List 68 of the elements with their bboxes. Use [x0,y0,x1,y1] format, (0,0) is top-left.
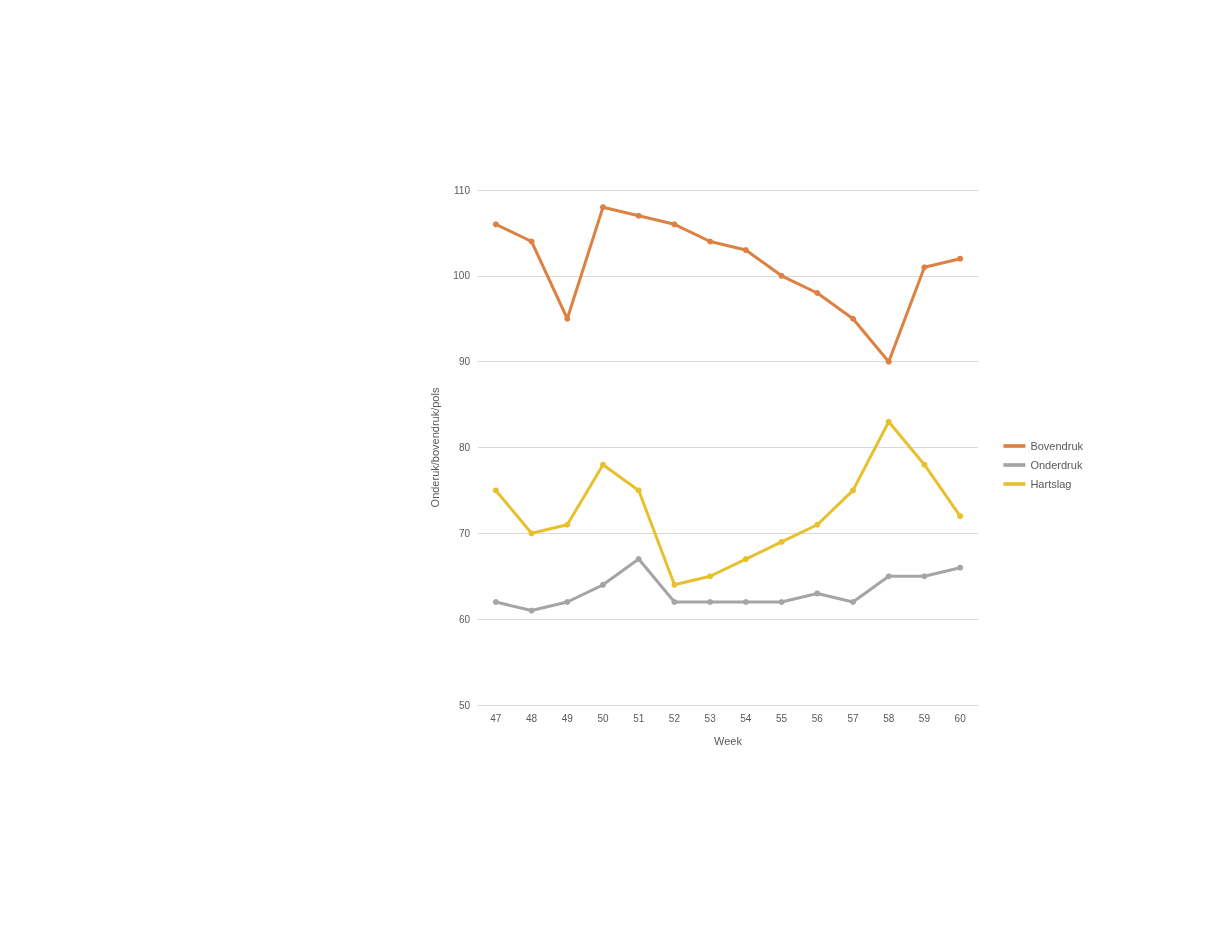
x-tick-label: 50 [597,712,609,724]
point [671,599,678,605]
point [957,564,964,571]
point [778,272,785,279]
point [528,238,535,245]
x-tick-label: 47 [490,712,502,724]
point [957,255,964,262]
point [528,607,535,614]
y-axis-title: Onderuk/bovendruk/pols [428,387,441,508]
x-axis-title: Week [714,734,743,747]
x-tick-label: 53 [704,712,717,724]
point [707,599,714,605]
point [742,599,749,605]
y-tick-label: 80 [458,442,471,453]
point [492,221,499,228]
point [814,290,821,296]
point [742,247,749,254]
x-tick-label: 56 [811,712,824,724]
x-tick-label: 58 [883,712,895,724]
point [707,573,714,580]
y-tick-label: 90 [458,356,471,368]
point [671,581,678,588]
x-tick-label: 60 [954,712,967,724]
point [635,487,642,494]
point [778,538,785,545]
point [850,487,856,494]
x-tick-label: 55 [776,712,788,724]
point [885,358,892,365]
point [528,530,535,537]
point [921,573,928,580]
point [635,212,642,219]
y-tick-label: 70 [458,527,471,539]
point [492,487,499,494]
point [707,238,714,245]
point [600,581,606,588]
point [778,599,785,605]
point [885,573,892,580]
x-tick-label: 48 [526,712,538,724]
point [635,556,642,563]
legend-label: Hartslag [1030,478,1072,490]
x-tick-label: 59 [918,712,931,724]
legend-label: Onderdruk [1030,459,1083,471]
point [850,315,856,322]
point [564,521,571,528]
point [492,599,499,605]
point [600,204,606,211]
point [814,521,821,528]
legend-label: Bovendruk [1030,440,1084,452]
point [564,599,571,605]
x-tick-label: 51 [633,712,645,724]
x-tick-label: 49 [561,712,574,724]
point [814,590,821,597]
x-tick-label: 54 [740,712,752,724]
y-tick-label: 110 [454,184,471,196]
point [885,418,892,425]
x-tick-label: 57 [847,712,859,724]
y-tick-label: 50 [458,699,471,711]
y-tick-label: 60 [458,613,471,625]
y-tick-label: 100 [453,270,471,282]
point [742,556,749,563]
point [600,461,606,468]
x-tick-label: 52 [668,712,681,724]
point [564,315,571,322]
point [957,513,964,520]
point [671,221,678,228]
point [850,599,856,605]
point [921,461,928,468]
point [921,264,928,271]
